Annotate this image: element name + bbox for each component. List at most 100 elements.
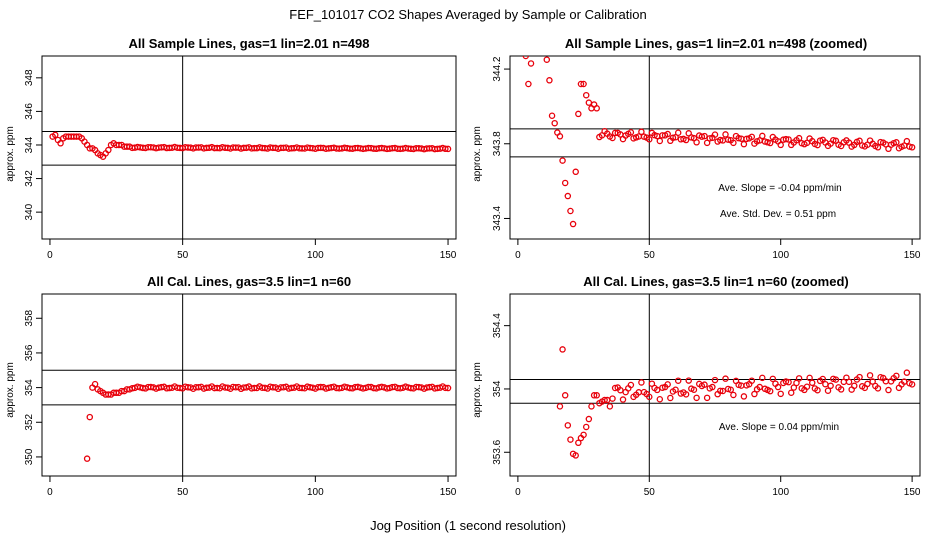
data-point bbox=[609, 134, 616, 142]
y-tick-label: 350 bbox=[24, 448, 35, 465]
data-point bbox=[727, 386, 735, 393]
data-point bbox=[638, 128, 645, 136]
data-point bbox=[543, 56, 551, 63]
data-point bbox=[656, 395, 664, 403]
data-point bbox=[751, 390, 758, 398]
y-tick-label: 346 bbox=[24, 103, 35, 120]
data-point bbox=[601, 396, 608, 404]
data-point bbox=[546, 77, 553, 84]
data-point bbox=[740, 140, 748, 148]
data-point bbox=[717, 387, 724, 395]
y-axis-label: approx. ppm bbox=[5, 126, 16, 182]
plot-area bbox=[42, 56, 456, 239]
x-tick-label: 150 bbox=[440, 487, 457, 498]
data-point bbox=[653, 386, 661, 394]
data-point bbox=[808, 379, 816, 387]
data-point bbox=[856, 373, 863, 381]
data-point bbox=[561, 179, 569, 187]
x-tick-label: 100 bbox=[772, 250, 789, 261]
y-tick-label: 356 bbox=[24, 344, 35, 361]
y-tick-label: 354 bbox=[492, 380, 503, 397]
panel-title: All Cal. Lines, gas=3.5 lin=1 n=60 bbox=[147, 274, 351, 289]
data-point bbox=[682, 136, 690, 144]
data-point bbox=[522, 56, 530, 60]
data-point bbox=[580, 431, 587, 439]
data-point bbox=[593, 392, 600, 399]
data-point bbox=[851, 382, 858, 390]
x-tick-label: 100 bbox=[307, 487, 324, 498]
y-axis-label: approx. ppm bbox=[472, 362, 483, 418]
data-point bbox=[893, 372, 900, 380]
data-point bbox=[564, 192, 572, 200]
stat-annotation: Ave. Slope = 0.04 ppm/min bbox=[719, 422, 839, 433]
data-point bbox=[619, 396, 627, 403]
y-tick-label: 353.6 bbox=[492, 439, 503, 464]
data-point bbox=[617, 386, 624, 394]
data-point bbox=[52, 131, 59, 139]
data-point bbox=[893, 139, 900, 146]
data-point bbox=[748, 133, 756, 141]
data-point bbox=[567, 207, 574, 215]
figure-x-axis-label: Jog Position (1 second resolution) bbox=[370, 518, 566, 533]
data-point bbox=[575, 110, 582, 118]
data-point bbox=[740, 393, 748, 400]
x-tick-label: 150 bbox=[904, 487, 921, 498]
data-point bbox=[814, 386, 821, 394]
data-point bbox=[548, 112, 556, 120]
data-point bbox=[793, 379, 800, 387]
data-point bbox=[806, 374, 813, 382]
data-point bbox=[795, 375, 803, 382]
data-point bbox=[556, 133, 564, 140]
data-point bbox=[685, 377, 692, 384]
data-point bbox=[580, 80, 587, 88]
plot-area bbox=[510, 294, 920, 476]
x-tick-label: 0 bbox=[515, 250, 521, 261]
stat-annotation: Ave. Slope = -0.04 ppm/min bbox=[718, 183, 842, 194]
panel-title: All Sample Lines, gas=1 lin=2.01 n=498 (… bbox=[565, 36, 867, 51]
data-point bbox=[711, 131, 719, 138]
y-tick-label: 348 bbox=[24, 69, 35, 86]
data-point bbox=[903, 137, 911, 145]
data-point bbox=[593, 105, 600, 112]
data-point bbox=[759, 132, 766, 140]
plot-frame bbox=[41, 55, 457, 240]
data-point bbox=[664, 381, 671, 388]
data-point bbox=[91, 380, 99, 388]
y-axis-label: approx. ppm bbox=[5, 362, 16, 418]
data-point bbox=[845, 378, 853, 386]
data-point bbox=[717, 136, 724, 144]
data-point bbox=[795, 134, 803, 142]
data-point bbox=[827, 382, 834, 390]
data-point bbox=[822, 380, 829, 388]
data-point bbox=[766, 387, 774, 395]
data-point bbox=[730, 391, 737, 399]
data-point bbox=[690, 386, 698, 393]
data-point bbox=[627, 129, 635, 136]
data-point bbox=[730, 139, 737, 147]
data-point bbox=[830, 136, 837, 144]
x-tick-label: 50 bbox=[644, 487, 656, 498]
y-tick-label: 358 bbox=[24, 309, 35, 326]
data-point bbox=[903, 369, 911, 376]
data-point bbox=[638, 379, 645, 386]
data-point bbox=[442, 145, 449, 153]
y-tick-label: 342 bbox=[24, 170, 35, 187]
figure-title: FEF_101017 CO2 Shapes Averaged by Sample… bbox=[289, 7, 646, 22]
data-point bbox=[567, 436, 574, 443]
data-point bbox=[57, 140, 64, 147]
data-point bbox=[667, 394, 674, 402]
data-point bbox=[611, 384, 619, 392]
data-point bbox=[908, 381, 916, 388]
data-point bbox=[525, 80, 532, 88]
data-point bbox=[83, 455, 91, 462]
data-point bbox=[572, 452, 579, 459]
data-point bbox=[803, 383, 811, 390]
data-point bbox=[669, 134, 677, 142]
y-tick-label: 354.4 bbox=[492, 313, 503, 338]
plot-area bbox=[510, 56, 920, 239]
data-point bbox=[606, 403, 614, 410]
data-point bbox=[743, 135, 750, 143]
data-point bbox=[735, 134, 742, 142]
y-tick-label: 344 bbox=[24, 136, 35, 153]
